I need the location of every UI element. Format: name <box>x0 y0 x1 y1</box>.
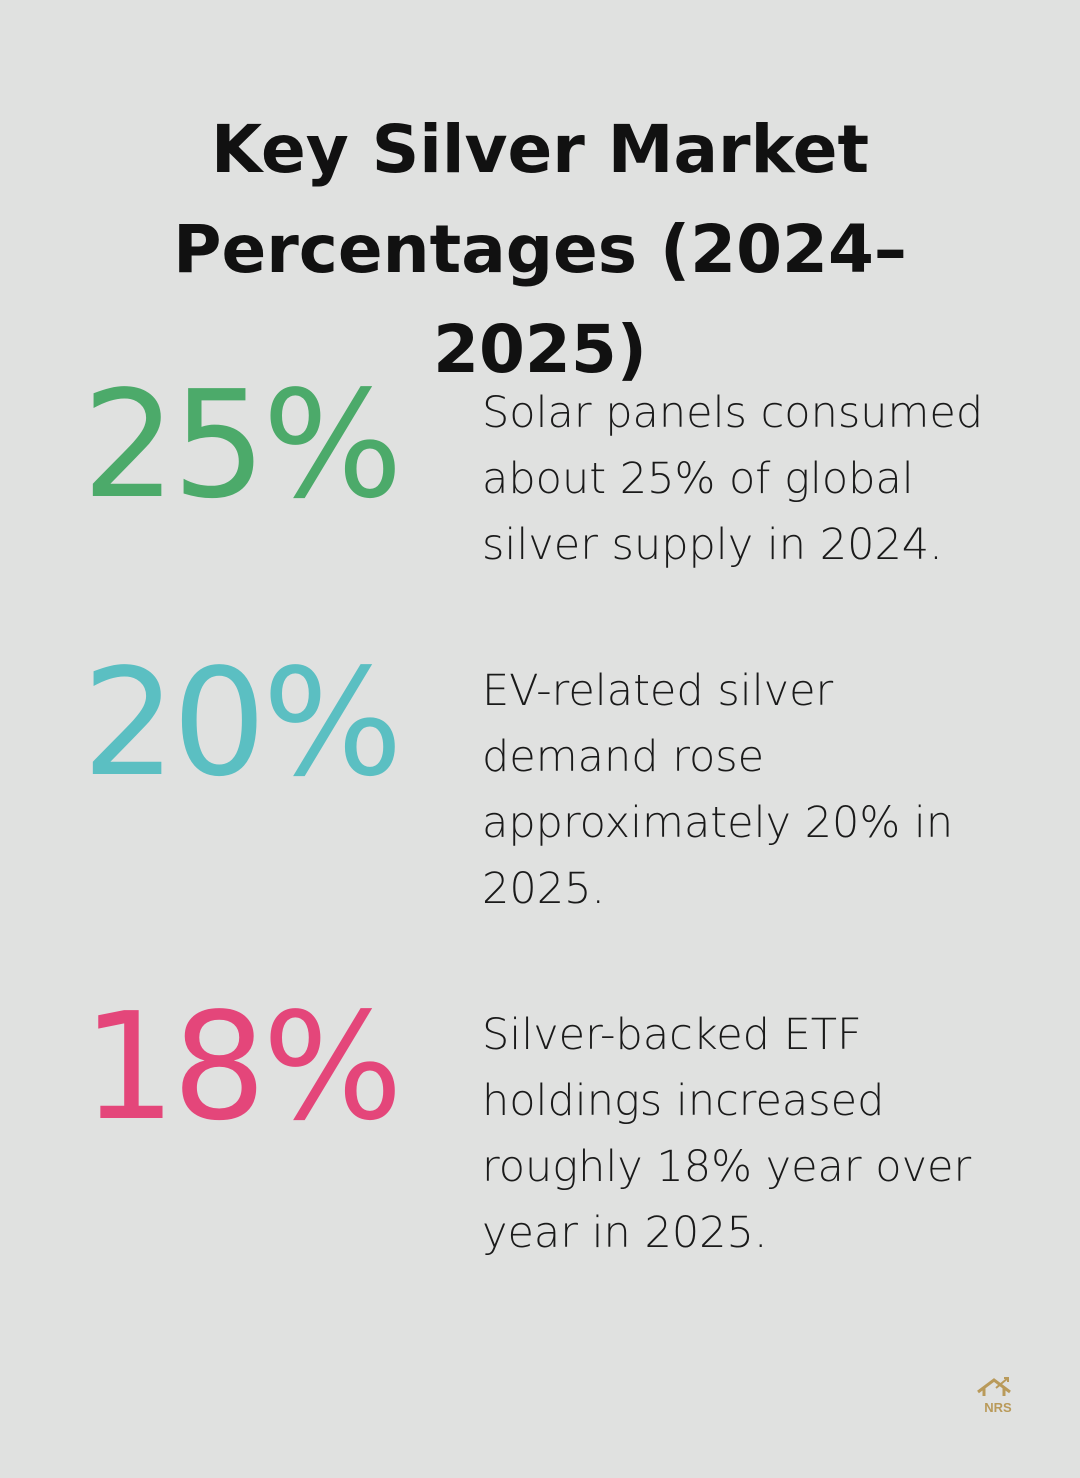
stat-value: 20% <box>82 637 403 809</box>
stat-description: Silver-backed ETF holdings increased rou… <box>482 1010 972 1258</box>
stat-value: 25% <box>82 359 403 531</box>
stat-description: EV-related silver demand rose approximat… <box>482 666 954 914</box>
title: Key Silver Market Percentages (2024–2025… <box>173 111 907 388</box>
stat-description: Solar panels consumed about 25% of globa… <box>482 388 984 570</box>
logo: NRS <box>977 1377 1012 1415</box>
stat-value: 18% <box>82 981 403 1153</box>
logo-text: NRS <box>984 1400 1012 1415</box>
